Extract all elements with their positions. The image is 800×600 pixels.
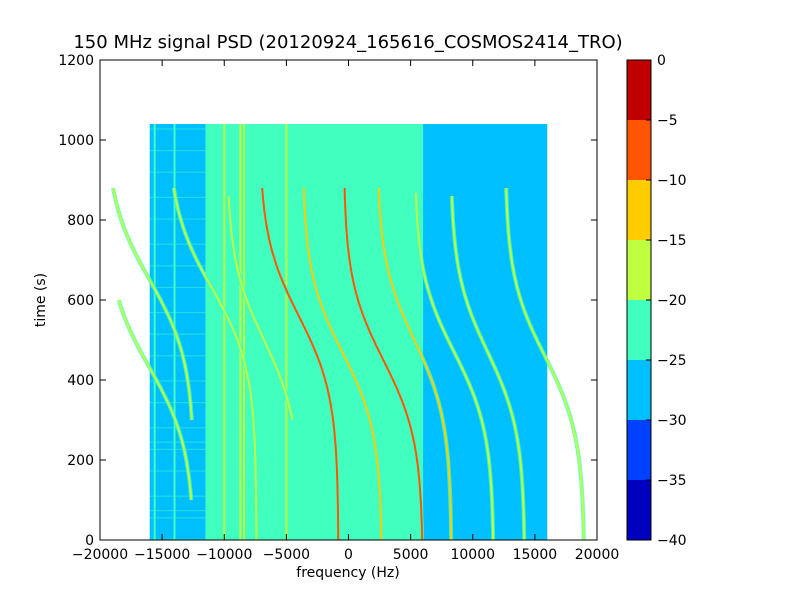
chart-title: 150 MHz signal PSD (20120924_165616_COSM… <box>73 32 622 53</box>
noise-streak <box>149 171 206 173</box>
doppler-track <box>343 188 424 540</box>
noise-streak <box>149 448 206 450</box>
y-tick-label: 0 <box>85 533 94 549</box>
x-tick-label: −20000 <box>72 547 128 563</box>
plot-area: −20000 −15000 −10000 −5000 0 5000 10000 15000 20… <box>58 53 619 563</box>
colorbar-segment <box>627 480 651 540</box>
colorbar-segment <box>627 180 651 240</box>
y-tick-label: 800 <box>67 213 94 229</box>
doppler-track <box>450 196 526 540</box>
doppler-track <box>377 187 453 540</box>
noise-streak <box>149 355 206 357</box>
y-tick-label: 1200 <box>58 53 94 69</box>
spectrogram <box>111 124 586 540</box>
x-tick-label: 20000 <box>575 547 620 563</box>
background-band <box>149 124 206 540</box>
doppler-track <box>302 187 383 540</box>
noise-streak <box>149 495 206 497</box>
noise-streak <box>149 380 206 382</box>
noise-streak <box>149 243 206 245</box>
noise-streak <box>149 128 206 130</box>
x-tick-label: −10000 <box>196 547 252 563</box>
colorbar-tick-label: −25 <box>657 353 687 369</box>
colorbar-tick-label: −35 <box>657 473 687 489</box>
x-tick-label: −5000 <box>263 547 310 563</box>
noise-streak <box>149 510 206 512</box>
noise-streak <box>149 470 206 472</box>
noise-streak <box>149 312 206 314</box>
doppler-track <box>505 187 585 540</box>
y-tick-label: 600 <box>67 293 94 309</box>
x-tick-label: −15000 <box>134 547 190 563</box>
colorbar-segment <box>627 60 651 120</box>
y-tick-label: 400 <box>67 373 94 389</box>
background-band <box>205 124 392 540</box>
colorbar-segment <box>627 360 651 420</box>
doppler-track <box>414 192 495 540</box>
doppler-track <box>227 195 294 421</box>
x-axis-label: frequency (Hz) <box>296 565 399 581</box>
doppler-track <box>172 187 258 540</box>
y-tick-label: 1000 <box>58 133 94 149</box>
x-tick-label: 15000 <box>513 547 558 563</box>
colorbar-tick-label: −15 <box>657 233 687 249</box>
x-axis: −20000 −15000 −10000 −5000 0 5000 10000 15000 20… <box>72 60 619 563</box>
y-axis: 0 200 400 600 800 1000 1200 <box>58 53 597 549</box>
noise-streak <box>149 538 206 540</box>
colorbar-tick-label: −5 <box>657 113 678 129</box>
y-tick-label: 200 <box>67 453 94 469</box>
colorbar-tick-label: −40 <box>657 533 687 549</box>
noise-streak <box>149 150 206 152</box>
colorbar-segment <box>627 300 651 360</box>
colorbar-tick-label: −30 <box>657 413 687 429</box>
colorbar: −40 −35 −30 −25 −20 −15 −10 −5 0 <box>626 53 687 549</box>
noise-streak <box>149 402 206 404</box>
colorbar-segment <box>627 120 651 180</box>
noise-streak <box>149 265 206 267</box>
colorbar-tick-label: −20 <box>657 293 687 309</box>
doppler-track <box>117 299 193 501</box>
colorbar-tick-label: −10 <box>657 173 687 189</box>
colorbar-tick-label: 0 <box>657 53 666 69</box>
colorbar-segment <box>627 240 651 300</box>
noise-streak <box>149 218 206 220</box>
x-tick-label: 10000 <box>450 547 495 563</box>
doppler-track <box>112 187 193 421</box>
y-axis-label: time (s) <box>33 273 49 327</box>
background-band <box>423 124 548 540</box>
colorbar-segment <box>627 420 651 480</box>
noise-streak <box>149 517 206 519</box>
x-tick-label: 5000 <box>393 547 429 563</box>
x-tick-label: 0 <box>344 547 353 563</box>
noise-streak <box>149 286 206 288</box>
noise-streak <box>149 441 206 443</box>
doppler-track <box>261 187 340 540</box>
noise-streak <box>149 196 206 198</box>
